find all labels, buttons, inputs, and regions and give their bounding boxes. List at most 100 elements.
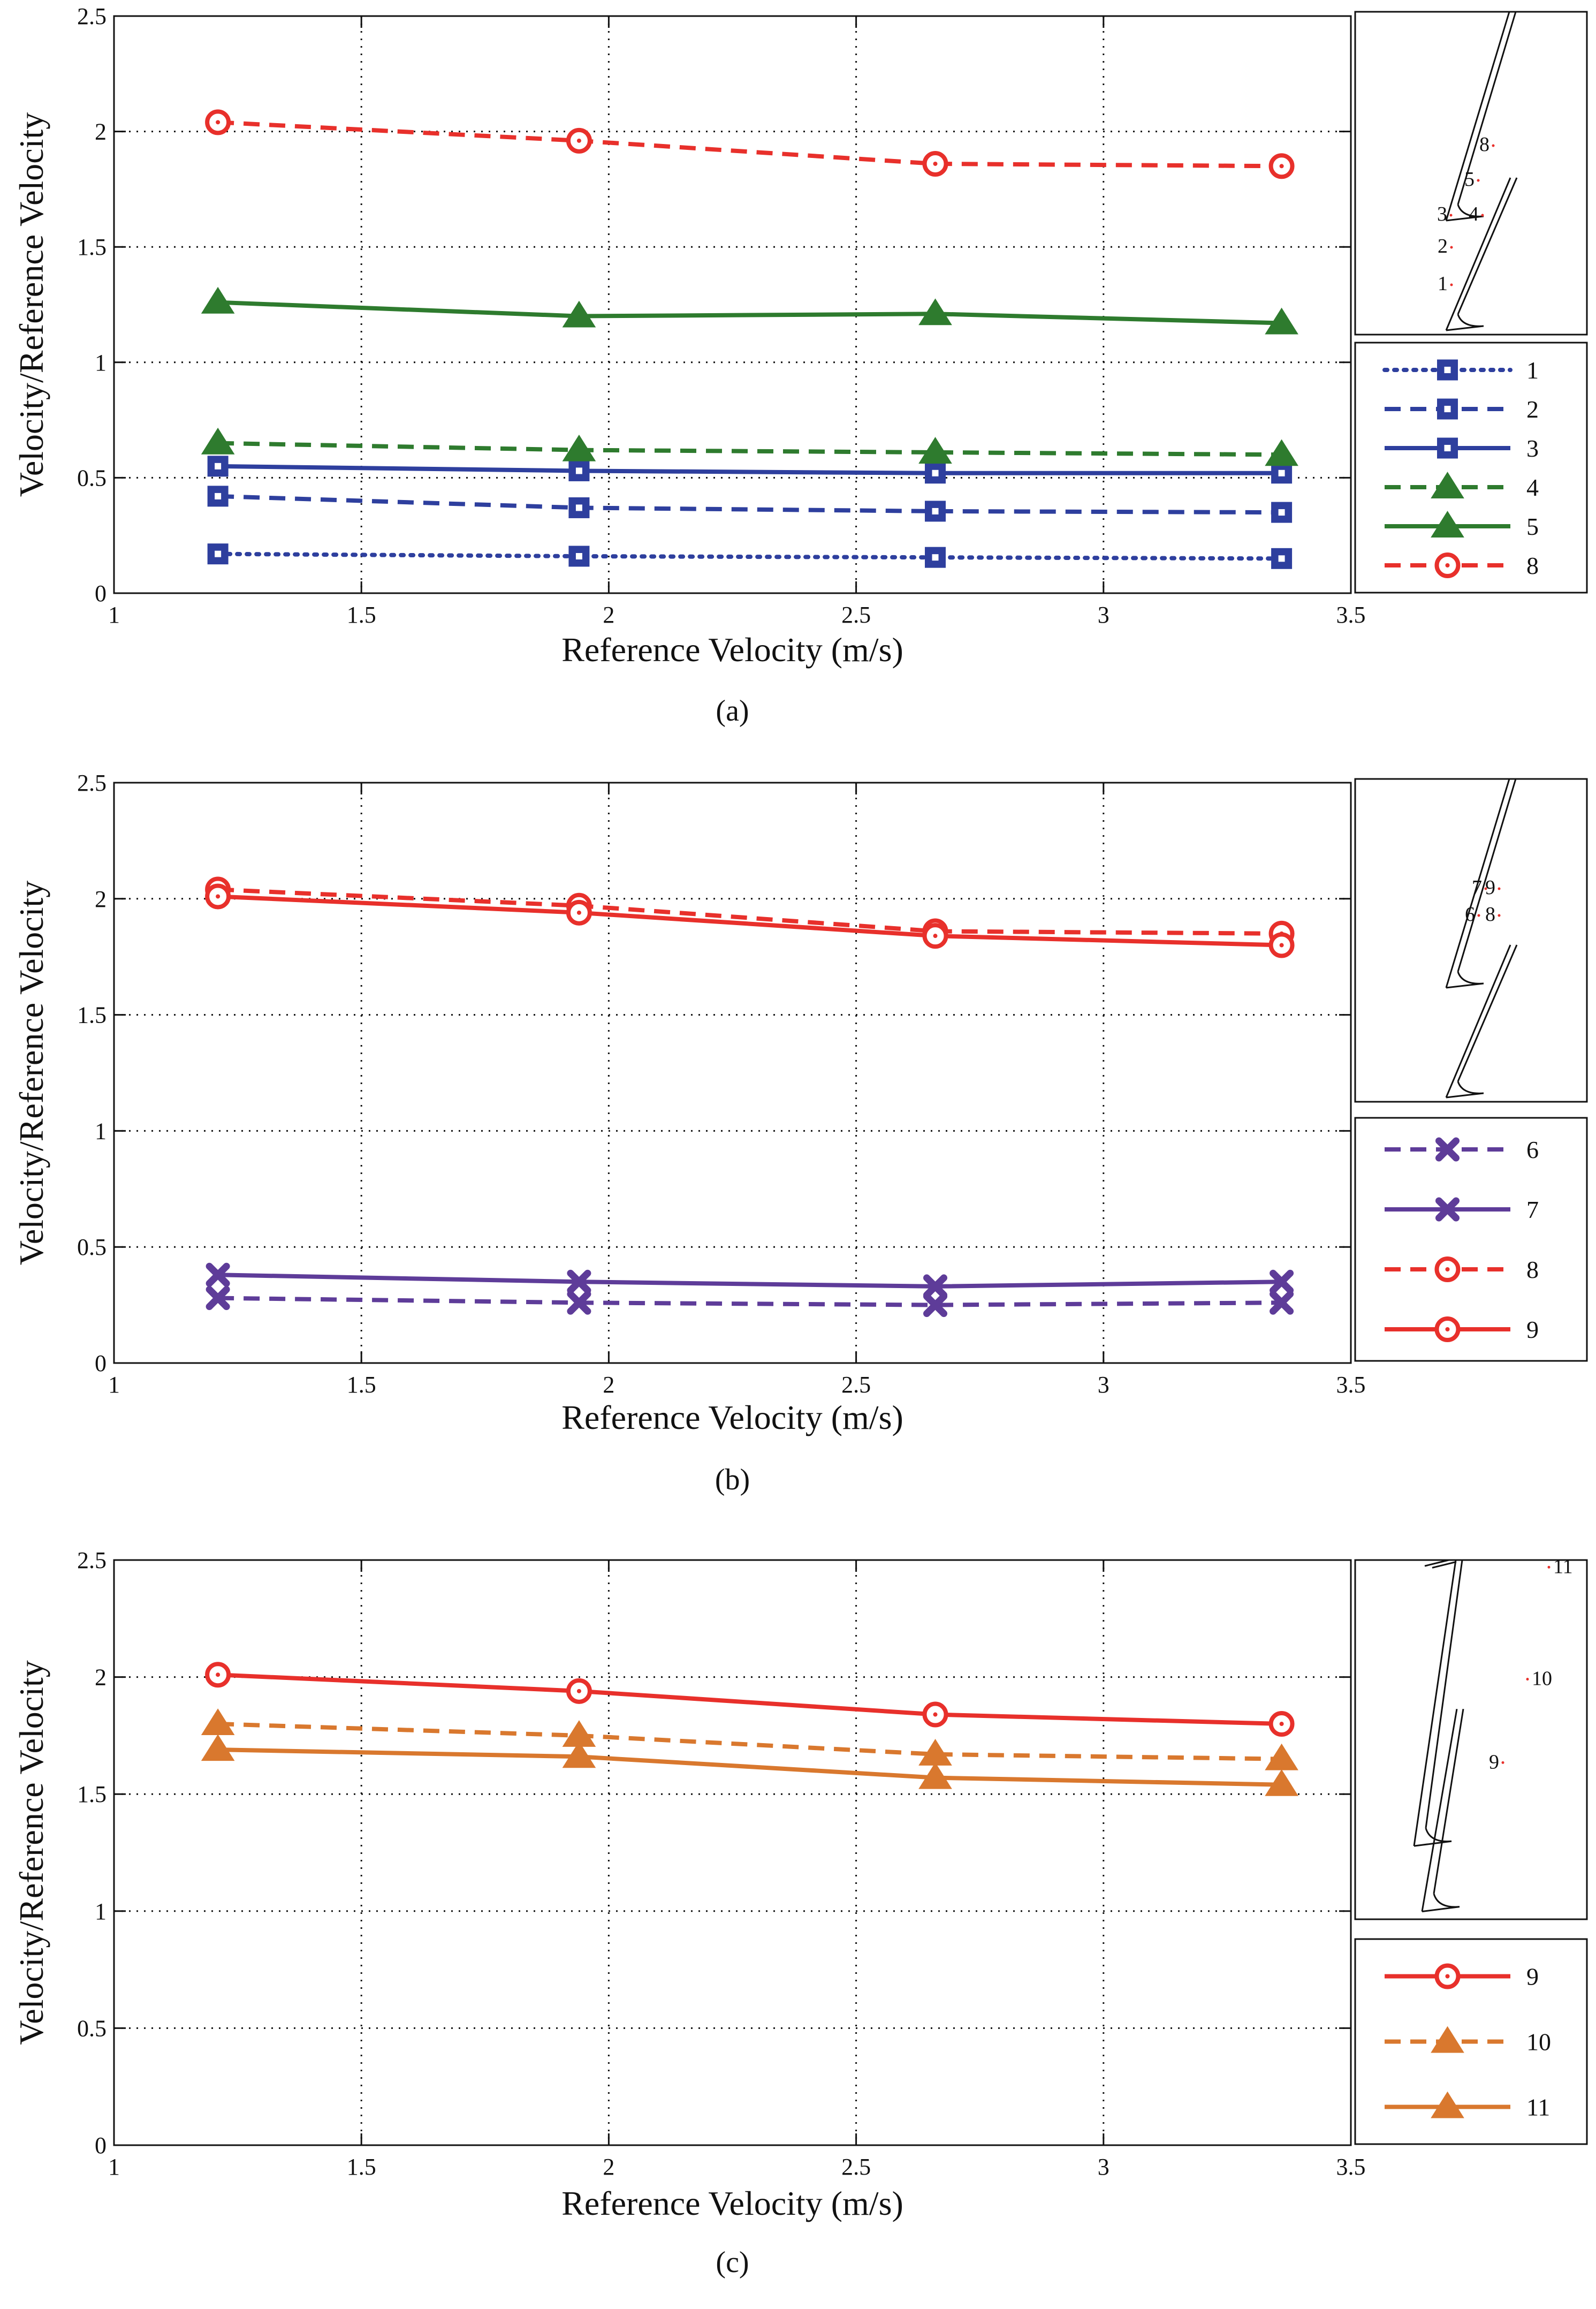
sketch-label: 6 bbox=[1465, 903, 1475, 926]
data-point-3-center bbox=[215, 463, 222, 470]
series-1 bbox=[207, 543, 1293, 569]
series-2 bbox=[207, 486, 1293, 523]
y-tick-label: 1.5 bbox=[77, 1781, 107, 1807]
x-axis-label: Reference Velocity (m/s) bbox=[561, 1398, 903, 1436]
legend: 9 10 11 bbox=[1354, 1938, 1588, 2145]
plot-frame bbox=[113, 1559, 1352, 2146]
legend-marker-1-center bbox=[1444, 367, 1451, 373]
series-line-11 bbox=[218, 1747, 1282, 1787]
data-point-11 bbox=[201, 1734, 235, 1761]
data-point-11 bbox=[918, 1762, 952, 1789]
sketch-label: 8 bbox=[1485, 903, 1495, 926]
series-line-1 bbox=[216, 551, 1284, 561]
sketch-label: 3 bbox=[1437, 203, 1447, 225]
y-tick-label: 1 bbox=[95, 1898, 107, 1925]
sketch-blade-edge bbox=[1457, 177, 1518, 315]
x-tick-label: 2.5 bbox=[841, 602, 871, 628]
sketch-blade-tail bbox=[1446, 1081, 1484, 1099]
data-point-8-center bbox=[933, 161, 938, 166]
series-5 bbox=[201, 286, 1298, 335]
series-line-9 bbox=[217, 894, 1282, 948]
data-point-1-center bbox=[575, 553, 582, 560]
legend-label: 11 bbox=[1526, 2094, 1550, 2121]
y-tick-label: 0.5 bbox=[77, 465, 107, 491]
sketch-probe-point bbox=[1477, 179, 1480, 182]
data-point-5 bbox=[918, 298, 952, 325]
y-tick-label: 2 bbox=[95, 886, 107, 912]
data-point-8-center bbox=[216, 120, 221, 125]
series-8 bbox=[205, 876, 1295, 947]
chart-panel-c: 1 1.5 2 2.5 3 3.5 0 0.5 1 1.5 2 2.5 Reference Veloci… bbox=[12, 1547, 1588, 2279]
data-point-3-center bbox=[1278, 470, 1285, 476]
sketch-blade-edge bbox=[1445, 11, 1510, 221]
data-point-1-center bbox=[1278, 555, 1285, 562]
x-tick-label: 3.5 bbox=[1336, 602, 1366, 628]
legend-marker-2-center bbox=[1444, 406, 1451, 412]
data-point-4 bbox=[201, 427, 235, 455]
data-point-5 bbox=[562, 300, 596, 328]
sketch-probe-point bbox=[1481, 214, 1484, 217]
data-point-9-center bbox=[576, 1689, 581, 1693]
series-line-5 bbox=[217, 300, 1282, 325]
x-tick-label: 3.5 bbox=[1336, 1372, 1366, 1398]
series-9 bbox=[205, 883, 1295, 958]
legend-frame bbox=[1354, 1117, 1588, 1362]
legend-label: 1 bbox=[1526, 357, 1539, 384]
data-point-9-center bbox=[1279, 943, 1284, 948]
x-axis-label: Reference Velocity (m/s) bbox=[561, 2184, 903, 2222]
data-point-6 bbox=[923, 1293, 947, 1318]
sketch-blade-edge bbox=[1433, 1708, 1464, 1894]
sketch-label: 10 bbox=[1532, 1668, 1552, 1690]
data-point-9-center bbox=[216, 1672, 221, 1677]
sketch-probe-point bbox=[1498, 887, 1501, 890]
sketch-blade-edge bbox=[1424, 1559, 1449, 1567]
y-tick-label: 2.5 bbox=[77, 770, 107, 796]
sketch-blade-edge bbox=[1421, 1708, 1458, 1912]
sketch-frame bbox=[1354, 1559, 1588, 1920]
sketch-label: 9 bbox=[1485, 876, 1495, 899]
data-point-2-center bbox=[575, 504, 582, 511]
series-line-6 bbox=[218, 1296, 1282, 1307]
legend-marker-4 bbox=[1431, 472, 1464, 498]
legend-marker-5 bbox=[1431, 511, 1464, 537]
x-tick-label: 3 bbox=[1098, 1372, 1109, 1398]
data-point-6 bbox=[1270, 1290, 1294, 1315]
data-point-2-center bbox=[215, 493, 222, 499]
sketch-blade-edge bbox=[1457, 944, 1518, 1082]
sketch-blade-tail bbox=[1446, 971, 1484, 989]
legend-marker-9-center bbox=[1445, 1974, 1450, 1979]
y-tick-label: 0.5 bbox=[77, 1234, 107, 1260]
y-tick-label: 0 bbox=[95, 2132, 107, 2159]
y-tick-label: 2.5 bbox=[77, 1547, 107, 1573]
series-line-9 bbox=[217, 1672, 1282, 1727]
data-point-3-center bbox=[575, 467, 582, 474]
data-point-7 bbox=[1270, 1269, 1294, 1294]
geometry-sketch: 11 10 9 bbox=[1354, 1555, 1588, 1920]
sketch-blade-tail bbox=[1422, 1893, 1460, 1913]
legend-label: 3 bbox=[1526, 435, 1539, 462]
sketch-probe-point bbox=[1450, 246, 1453, 249]
sketch-probe-point bbox=[1484, 887, 1487, 890]
series-7 bbox=[206, 1262, 1294, 1299]
y-axis-label: Velocity/Reference Velocity bbox=[12, 881, 50, 1266]
data-point-11 bbox=[562, 1741, 596, 1768]
y-tick-label: 2 bbox=[95, 119, 107, 145]
series-6 bbox=[206, 1286, 1294, 1318]
legend-label: 9 bbox=[1526, 1963, 1539, 1990]
legend-marker-11 bbox=[1431, 2091, 1464, 2118]
sketch-probe-point bbox=[1450, 283, 1453, 286]
data-point-7 bbox=[923, 1274, 947, 1299]
sketch-blade-tail bbox=[1413, 1828, 1452, 1847]
data-point-6 bbox=[567, 1290, 591, 1315]
y-tick-label: 1 bbox=[95, 350, 107, 376]
series-line-8 bbox=[217, 120, 1282, 169]
y-tick-label: 2 bbox=[95, 1664, 107, 1691]
y-tick-label: 1.5 bbox=[77, 234, 107, 260]
sketch-blade-tail bbox=[1446, 314, 1484, 331]
sketch-frame bbox=[1354, 11, 1588, 336]
sketch-blade-edge bbox=[1457, 11, 1517, 205]
sketch-probe-point bbox=[1526, 1678, 1529, 1681]
sketch-blade-edge bbox=[1457, 778, 1517, 972]
x-tick-label: 2 bbox=[603, 1372, 614, 1398]
